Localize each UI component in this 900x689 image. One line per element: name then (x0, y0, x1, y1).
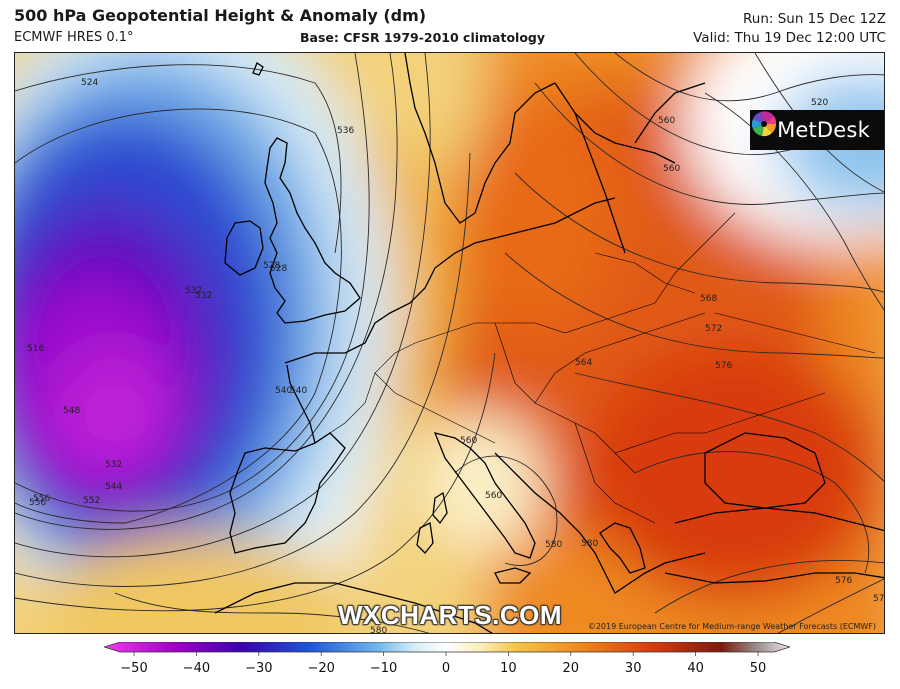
contour-label: 528 (263, 261, 280, 271)
colorbar-tick-label: 0 (442, 661, 450, 676)
anomaly-map: 524 536 532 528 520 540 548 556 532 544 552 516 532 5… (14, 52, 885, 634)
chart-title: 500 hPa Geopotential Height & Anomaly (d… (14, 6, 427, 25)
contour-label: 532 (195, 291, 212, 301)
contour-label: 572 (705, 324, 722, 334)
contour-label: 560 (460, 436, 477, 446)
contour-label: 580 (370, 626, 387, 634)
contour-label: 528 (270, 264, 287, 274)
country-borders (314, 212, 876, 524)
metdesk-wordmark: MetDesk (777, 118, 870, 142)
contour-label: 548 (63, 406, 80, 416)
contour-labels: 524 536 532 528 520 540 548 556 532 544 552 516 532 5… (27, 78, 885, 634)
contour-label: 560 (663, 164, 680, 174)
model-label: ECMWF HRES 0.1° (14, 30, 134, 45)
coastlines (214, 53, 884, 633)
climatology-base-label: Base: CFSR 1979-2010 climatology (300, 30, 546, 45)
colorbar-tick-label: 10 (500, 661, 517, 676)
contour-label: 544 (105, 482, 122, 492)
contour-label: 580 (581, 539, 598, 549)
metdesk-logo: MetDesk (750, 110, 884, 150)
contour-label: 556 (29, 498, 46, 508)
contour-label: 580 (545, 540, 562, 550)
colorbar-tick-label: −50 (120, 661, 147, 676)
colorbar-tick-label: 50 (750, 661, 767, 676)
contour-label: 536 (337, 126, 354, 136)
contour-label: 576 (715, 361, 732, 371)
anomaly-colorbar: −50 −40 −30 −20 −10 0 10 20 30 40 50 (104, 642, 790, 676)
contour-label: 532 (185, 286, 202, 296)
valid-time-label: Valid: Thu 19 Dec 12:00 UTC (693, 30, 886, 46)
contour-label: 516 (27, 344, 44, 354)
contour-label: 572 (873, 594, 885, 604)
wxcharts-watermark: WXCHARTS.COM (337, 600, 563, 630)
colorbar-ticks: −50 −40 −30 −20 −10 0 10 20 30 40 50 (120, 652, 766, 676)
contour-label: 564 (575, 358, 592, 368)
colorbar-tick-label: −30 (245, 661, 272, 676)
anomaly-field (15, 53, 884, 633)
colorbar-tick-label: 20 (563, 661, 580, 676)
contour-label: 520 (811, 98, 828, 108)
colorbar-scale (104, 642, 790, 653)
run-time-label: Run: Sun 15 Dec 12Z (742, 11, 886, 27)
colorbar-tick-label: 40 (687, 661, 704, 676)
contour-label: 540 (290, 386, 307, 396)
contour-label: 540 (275, 386, 292, 396)
colorbar-tick-label: −20 (307, 661, 334, 676)
contour-label: 532 (105, 460, 122, 470)
metdesk-logo-icon (751, 111, 777, 137)
map-graphic: 524 536 532 528 520 540 548 556 532 544 552 516 532 5… (15, 53, 885, 634)
contour-label: 524 (81, 78, 98, 88)
colorbar-tick-label: 30 (625, 661, 642, 676)
contour-label: 576 (835, 576, 852, 586)
contour-label: 568 (700, 294, 717, 304)
contour-label: 552 (83, 496, 100, 506)
contour-label: 560 (658, 116, 675, 126)
height-contours (15, 53, 884, 633)
colorbar-tick-label: −10 (370, 661, 397, 676)
contour-label: 560 (485, 491, 502, 501)
contour-label: 556 (33, 494, 50, 504)
ecmwf-copyright: ©2019 European Centre for Medium-range W… (587, 622, 876, 631)
colorbar-tick-label: −40 (183, 661, 210, 676)
